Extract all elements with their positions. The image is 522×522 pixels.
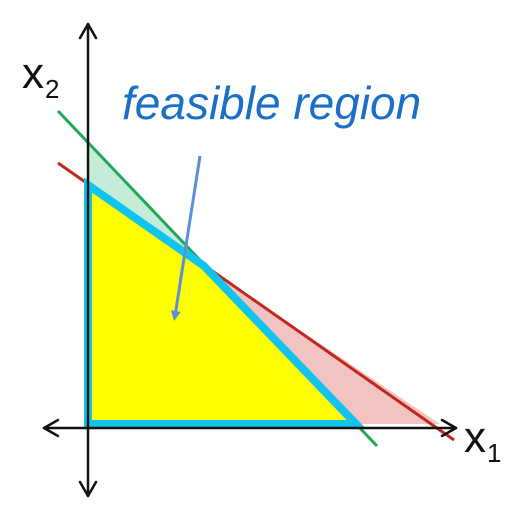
x2-axis-label-sub: 2 [45, 74, 60, 104]
feasible-region [88, 185, 356, 424]
x1-axis-label: x1 [464, 413, 502, 468]
x2-axis [78, 22, 98, 498]
x1-axis-label-base: x [464, 413, 486, 462]
x2-axis-arrow-up [78, 22, 98, 40]
x2-axis-label: x2 [22, 49, 60, 104]
x1-axis-label-sub: 1 [487, 438, 502, 468]
x1-axis [42, 418, 458, 438]
region-pointer-arrow [170, 155, 202, 321]
x2-axis-label-base: x [22, 49, 44, 98]
x2-axis-arrow-down [78, 480, 98, 498]
x1-axis-arrow-right [440, 418, 458, 438]
feasible-region-label: feasible region [122, 77, 422, 129]
x1-axis-arrow-left [42, 418, 60, 438]
